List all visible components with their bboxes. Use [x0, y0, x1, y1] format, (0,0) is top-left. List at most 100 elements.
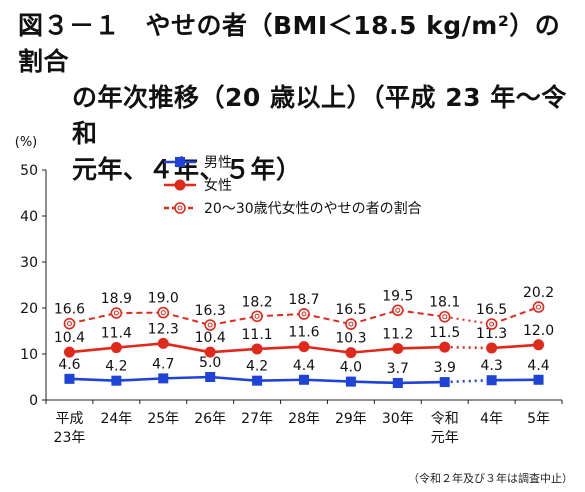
- series-2-data-label: 18.9: [101, 291, 132, 307]
- series-2-data-label: 16.6: [54, 302, 85, 318]
- series-1-point: [392, 342, 404, 354]
- series-1-segment: [444, 345, 492, 350]
- x-tick-label: 令和: [431, 411, 459, 427]
- series-1-point: [298, 341, 310, 353]
- series-2-point-inner: [113, 310, 119, 316]
- series-2-segment: [444, 315, 492, 326]
- series-0-point: [392, 377, 403, 388]
- series-0-segment: [69, 377, 117, 382]
- series-0-data-label: 4.6: [58, 357, 80, 373]
- series-0-point: [111, 375, 122, 386]
- series-2-data-label: 16.3: [195, 303, 226, 319]
- series-1-segment: [116, 342, 164, 349]
- series-2-segment: [491, 306, 539, 326]
- x-tick-label: 30年: [382, 411, 414, 427]
- series-0-point: [64, 373, 75, 384]
- series-2-point: [345, 318, 357, 330]
- series-1-point: [110, 342, 122, 354]
- series-2-point-inner: [489, 321, 495, 327]
- series-2-point: [485, 318, 498, 330]
- series-2-point-inner: [254, 313, 260, 319]
- series-1-data-label: 11.1: [242, 327, 273, 343]
- series-0-data-label: 4.2: [246, 359, 268, 375]
- series-0-segment: [163, 375, 211, 380]
- series-0-point: [345, 376, 356, 387]
- series-0-data-label: 4.0: [340, 360, 362, 376]
- series-2-point: [110, 307, 123, 319]
- legend-marker-1: [174, 179, 186, 191]
- series-1-point: [251, 343, 263, 355]
- series-0-data-label: 4.7: [152, 356, 174, 372]
- series-1-data-label: 10.4: [195, 330, 226, 346]
- x-tick-label: 26年: [194, 411, 226, 427]
- series-2-point: [63, 317, 76, 330]
- series-2-point-inner: [66, 321, 72, 327]
- series-2-data-label: 18.7: [288, 292, 319, 308]
- series-1-data-label: 11.2: [382, 326, 413, 342]
- x-tick-label: 28年: [288, 411, 320, 427]
- x-tick-label: 27年: [241, 411, 273, 427]
- series-0-data-label: 4.3: [481, 358, 503, 374]
- series-2-point: [157, 306, 170, 319]
- series-2-segment: [397, 309, 445, 318]
- series-2-point-inner: [160, 310, 166, 316]
- y-tick-label: 10: [20, 347, 38, 363]
- series-0-segment: [350, 380, 398, 385]
- series-1-point: [63, 346, 75, 358]
- x-tick-label: 4年: [480, 411, 503, 427]
- legend-label-0: 男性: [204, 155, 232, 171]
- x-tick-label: 29年: [335, 411, 367, 427]
- y-axis-label: (%): [15, 135, 38, 150]
- series-1-data-label: 10.4: [54, 330, 85, 346]
- series-2-point: [298, 308, 310, 320]
- series-1-segment: [257, 345, 305, 351]
- y-tick-label: 40: [20, 209, 38, 225]
- series-0-segment: [210, 375, 258, 382]
- series-1-segment: [397, 345, 445, 350]
- series-1-point: [345, 347, 357, 359]
- chart-title: 図３－１ やせの者（BMI＜18.5 kg/m²）の割合 の年次推移（20 歳以…: [18, 8, 578, 188]
- series-1-segment: [69, 346, 117, 354]
- series-1-data-label: 11.5: [429, 325, 460, 341]
- series-0-data-label: 5.0: [199, 355, 221, 371]
- series-2-segment: [350, 309, 399, 326]
- x-tick-label: 元年: [431, 430, 459, 446]
- series-0-data-label: 3.9: [434, 360, 456, 376]
- x-tick-label: 24年: [100, 411, 132, 427]
- series-0-segment: [303, 378, 351, 383]
- series-2-point-inner: [536, 304, 542, 310]
- series-2-point: [392, 304, 404, 317]
- series-1-segment: [303, 345, 352, 354]
- y-tick-label: 20: [20, 301, 38, 317]
- series-2-data-label: 16.5: [335, 302, 366, 318]
- x-tick-label: 平成: [55, 411, 83, 427]
- series-2-point-inner: [442, 314, 448, 320]
- x-tick-label: 5年: [527, 411, 550, 427]
- x-tick-label: 23年: [54, 430, 86, 446]
- series-2-segment: [69, 312, 117, 325]
- x-tick-label: 25年: [147, 411, 179, 427]
- y-tick-label: 50: [20, 163, 38, 179]
- y-tick-label: 30: [20, 255, 38, 271]
- legend-marker-2: [174, 202, 186, 214]
- series-0-segment: [116, 377, 164, 382]
- series-0-point: [299, 374, 309, 385]
- series-1-data-label: 11.4: [101, 326, 132, 342]
- legend-marker-0: [175, 157, 185, 167]
- series-2-data-label: 20.2: [523, 285, 554, 301]
- series-0-point: [205, 372, 216, 382]
- footnote: （令和２年及び３年は調査中止）: [408, 472, 573, 485]
- series-2-segment: [209, 315, 258, 327]
- series-1-point: [533, 339, 545, 351]
- series-1-segment: [350, 347, 398, 354]
- series-0-point: [158, 373, 169, 384]
- series-2-point-inner: [301, 311, 307, 317]
- series-2-point-inner: [348, 321, 354, 327]
- series-1-data-label: 11.6: [288, 325, 319, 341]
- series-0-data-label: 3.7: [387, 361, 409, 377]
- series-2-data-label: 18.1: [429, 295, 460, 311]
- series-2-point: [204, 319, 216, 331]
- series-1-segment: [491, 343, 539, 350]
- series-1-point: [157, 337, 169, 349]
- series-2-data-label: 19.5: [382, 288, 413, 304]
